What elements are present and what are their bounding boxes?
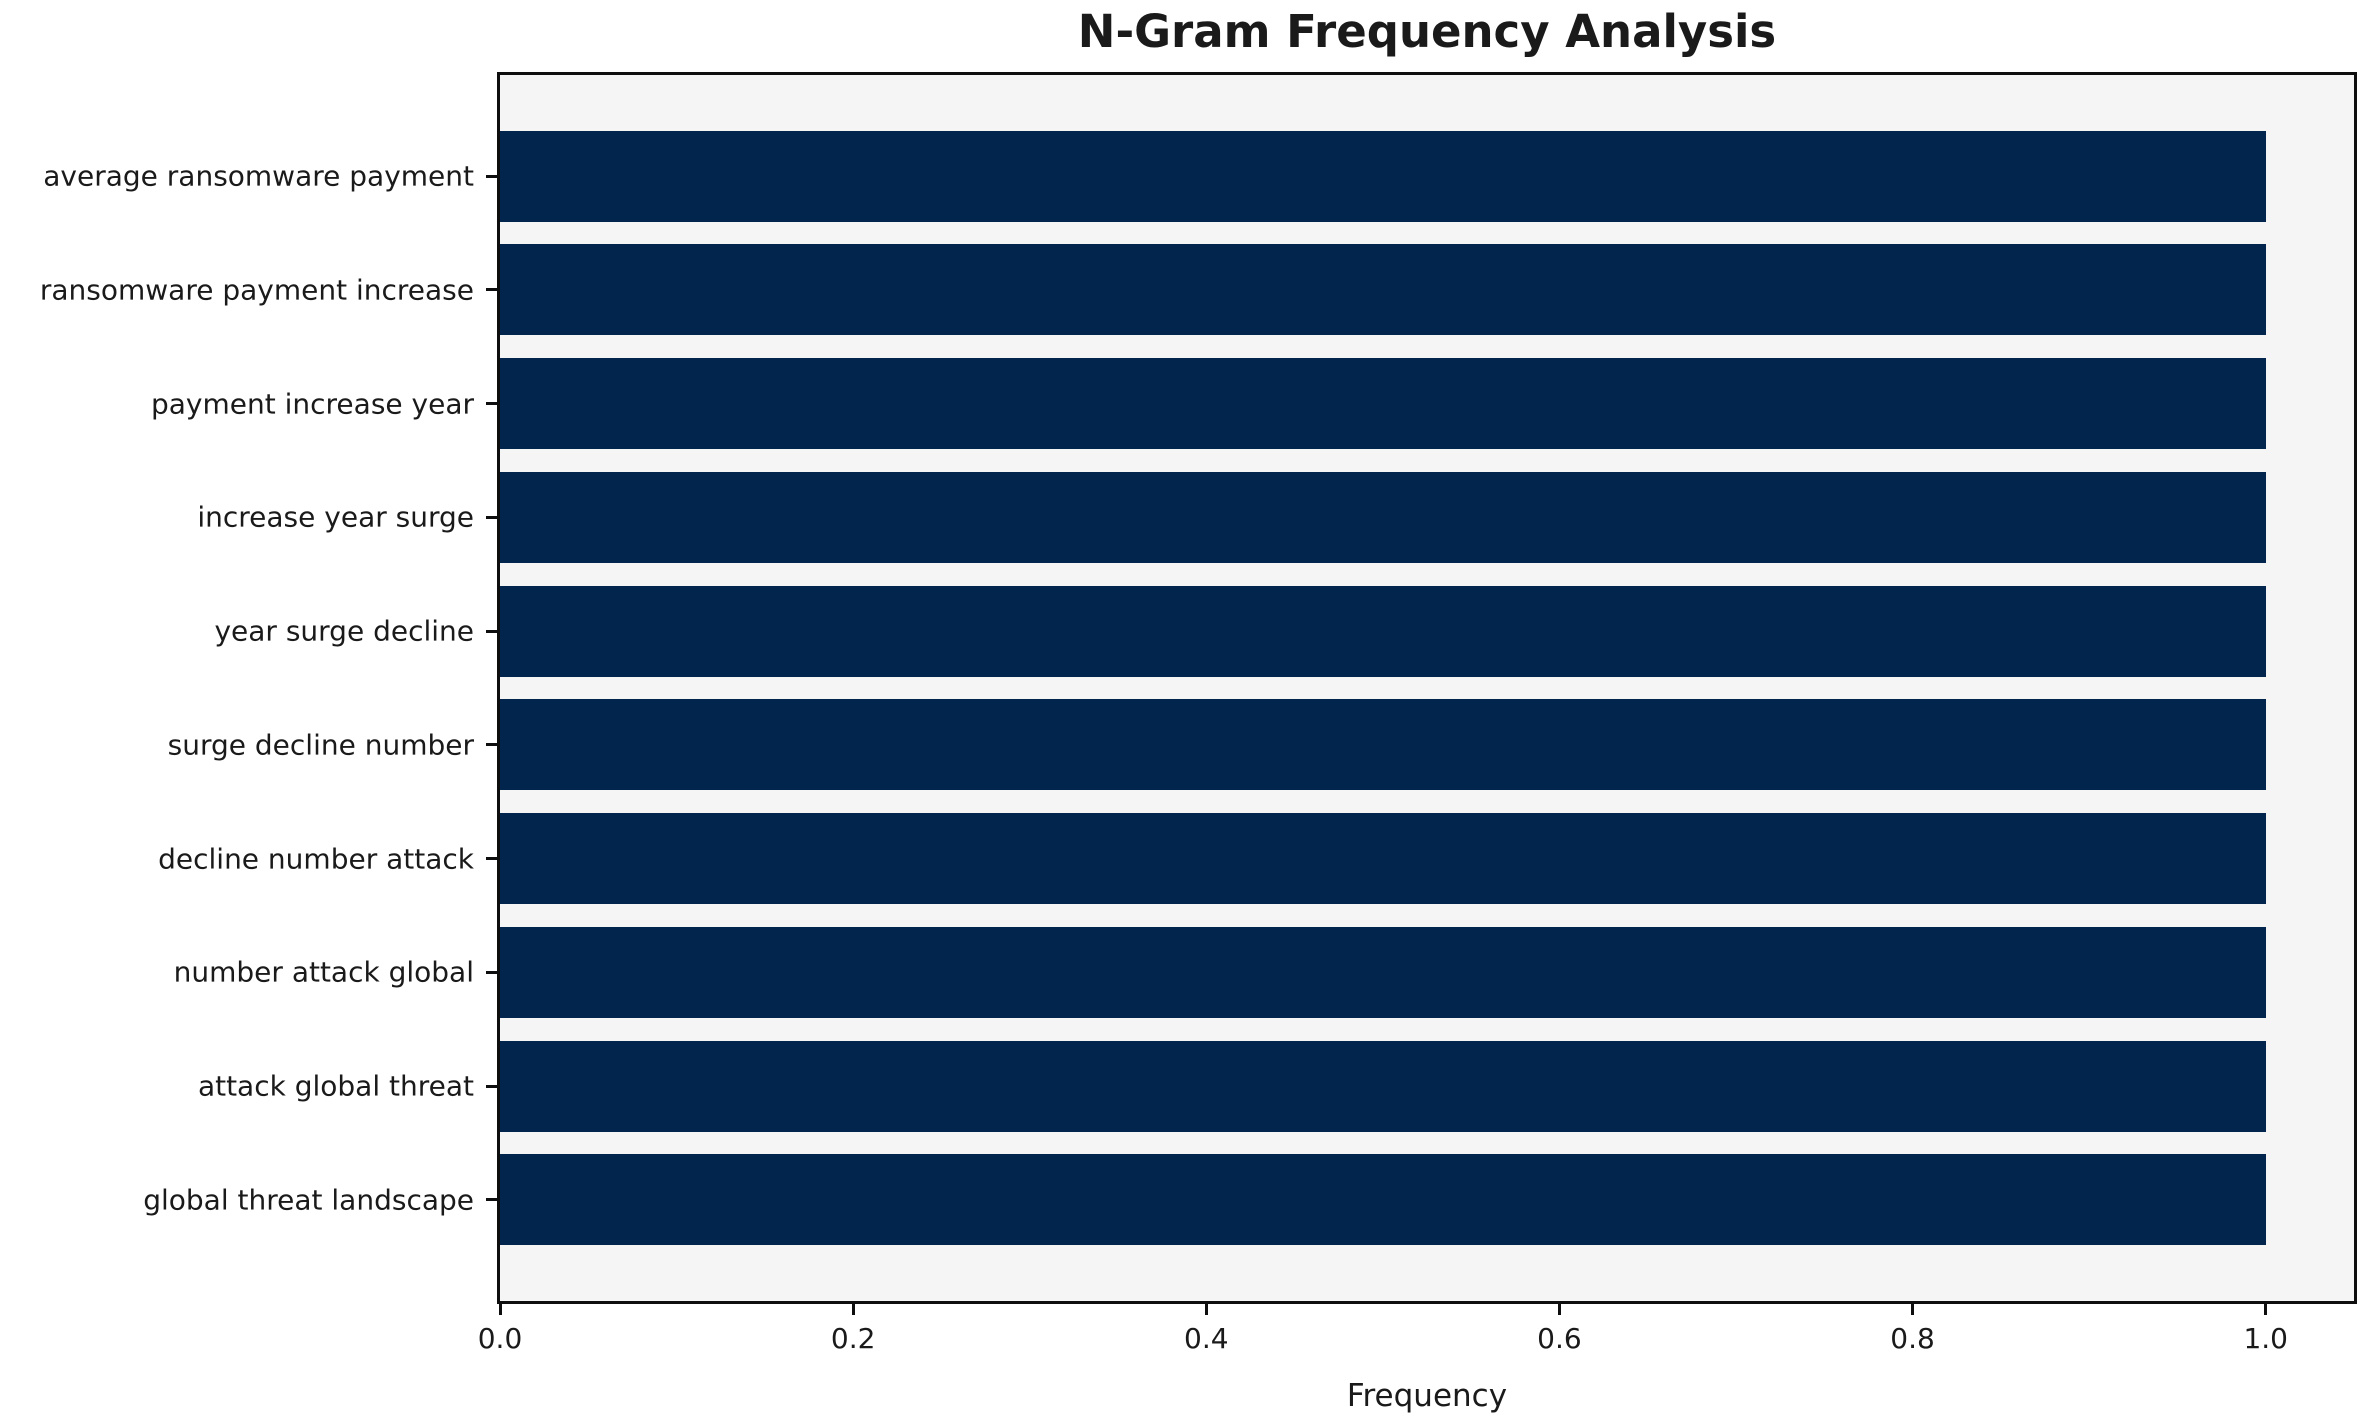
bar-row xyxy=(500,802,2354,916)
x-tick-mark xyxy=(1911,1304,1915,1315)
y-tick-label: payment increase year xyxy=(150,387,474,421)
plot-area xyxy=(497,72,2357,1304)
x-tick-label: 0.0 xyxy=(477,1322,523,1355)
bar xyxy=(500,813,2266,905)
bar-row xyxy=(500,574,2354,688)
x-tick-label: 0.2 xyxy=(830,1322,876,1355)
y-tick-label: ransomware payment increase xyxy=(39,273,474,307)
bar xyxy=(500,1040,2266,1132)
y-tick-label: increase year surge xyxy=(197,500,474,534)
y-tick-mark xyxy=(486,1198,497,1202)
bar xyxy=(500,699,2266,791)
y-tick-label: number attack global xyxy=(173,955,474,989)
y-tick-mark xyxy=(486,1084,497,1088)
y-tick-mark xyxy=(486,515,497,519)
bar xyxy=(500,244,2266,336)
y-tick-label: attack global threat xyxy=(197,1069,474,1103)
bar-row xyxy=(500,347,2354,461)
bar xyxy=(500,1154,2266,1246)
bar-row xyxy=(500,233,2354,347)
x-tick-mark xyxy=(851,1304,855,1315)
y-tick-mark xyxy=(486,857,497,861)
y-tick-label: surge decline number xyxy=(167,728,474,762)
y-tick-mark xyxy=(486,970,497,974)
bar xyxy=(500,471,2266,563)
x-tick-mark xyxy=(1204,1304,1208,1315)
bar-row xyxy=(500,461,2354,575)
bars-region xyxy=(500,75,2354,1301)
x-axis-title: Frequency xyxy=(1346,1378,1508,1414)
y-tick-label: year surge decline xyxy=(214,614,474,648)
bar-row xyxy=(500,119,2354,233)
bar xyxy=(500,130,2266,222)
bar xyxy=(500,358,2266,450)
bar-row xyxy=(500,915,2354,1029)
y-tick-label: average ransomware payment xyxy=(43,159,474,193)
x-tick-label: 0.6 xyxy=(1537,1322,1582,1355)
y-tick-label: decline number attack xyxy=(158,842,474,876)
x-tick-label: 1.0 xyxy=(2243,1322,2288,1355)
bar-row xyxy=(500,688,2354,802)
y-tick-mark xyxy=(486,629,497,633)
bar-row xyxy=(500,1029,2354,1143)
chart-title: N-Gram Frequency Analysis xyxy=(1077,5,1777,58)
x-tick-mark xyxy=(1557,1304,1561,1315)
x-tick-mark xyxy=(498,1304,502,1315)
y-tick-mark xyxy=(486,288,497,292)
y-tick-mark xyxy=(486,174,497,178)
bar-row xyxy=(500,1143,2354,1257)
bar xyxy=(500,926,2266,1018)
y-tick-mark xyxy=(486,743,497,747)
x-tick-label: 0.8 xyxy=(1890,1322,1935,1355)
x-tick-mark xyxy=(2264,1304,2268,1315)
bar xyxy=(500,585,2266,677)
y-tick-mark xyxy=(486,402,497,406)
x-tick-label: 0.4 xyxy=(1184,1322,1229,1355)
y-tick-label: global threat landscape xyxy=(143,1183,474,1217)
